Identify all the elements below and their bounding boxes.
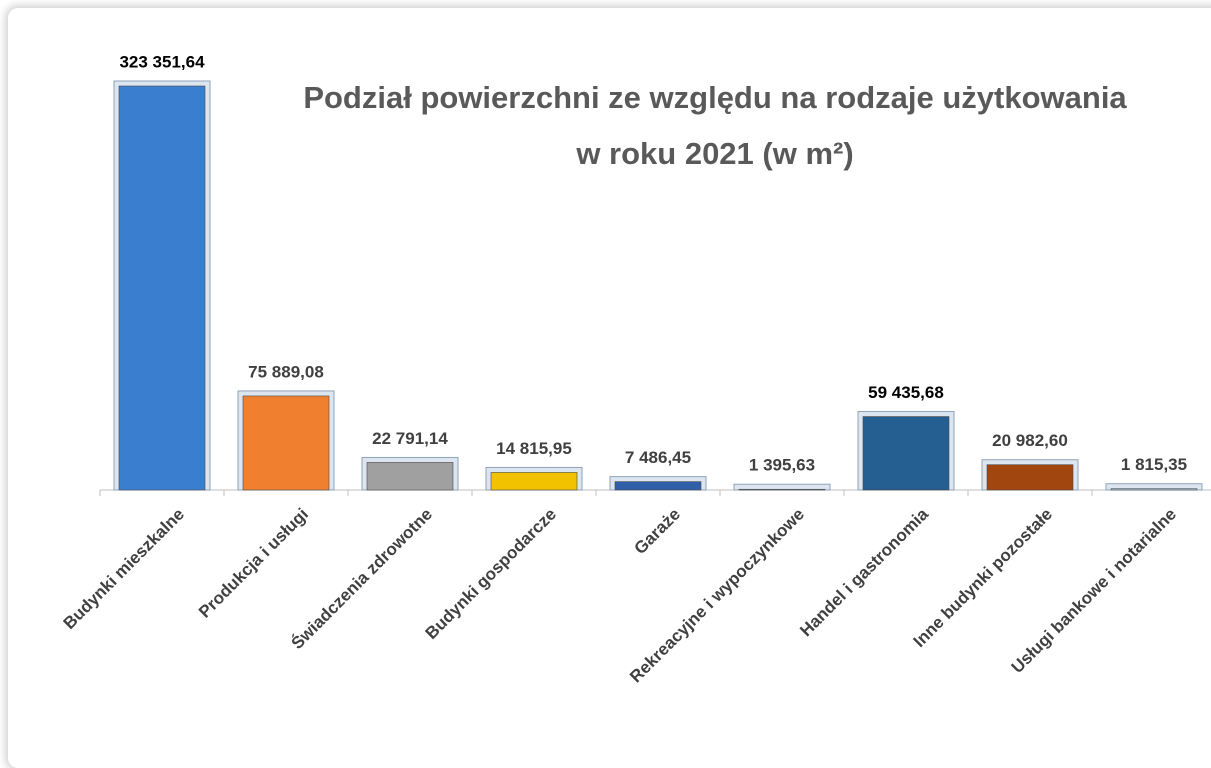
- x-tick-label: Produkcja i usługi: [195, 505, 312, 622]
- value-label: 22 791,14: [372, 429, 448, 448]
- x-tick-label: Garaże: [630, 505, 684, 559]
- x-tick-label: Handel i gastronomia: [796, 504, 932, 640]
- value-label: 1 815,35: [1121, 455, 1187, 474]
- x-tick-label: Świadczenia zdrowotne: [288, 505, 436, 653]
- value-label: 323 351,64: [119, 52, 205, 71]
- value-label: 20 982,60: [992, 431, 1068, 450]
- bar: [614, 481, 702, 491]
- bar: [738, 488, 826, 491]
- value-label: 7 486,45: [625, 448, 691, 467]
- chart-title: Podział powierzchni ze względu na rodzaj…: [303, 80, 1127, 115]
- bar: [366, 462, 454, 491]
- value-label: 14 815,95: [496, 439, 572, 458]
- value-label: 75 889,08: [248, 362, 324, 381]
- chart: Podział powierzchni ze względu na rodzaj…: [60, 52, 1211, 686]
- bar: [490, 472, 578, 491]
- bar: [1110, 488, 1198, 491]
- chart-title: w roku 2021 (w m²): [575, 136, 853, 171]
- page: {"chart_data": {"type": "bar", "title": …: [59, 52, 1211, 687]
- bar: [986, 464, 1074, 491]
- bar: [242, 395, 330, 491]
- bar: [118, 85, 206, 491]
- value-label: 59 435,68: [868, 383, 944, 402]
- value-label: 1 395,63: [749, 456, 815, 475]
- bar: [862, 416, 950, 491]
- x-tick-label: Budynki gospodarcze: [422, 505, 560, 643]
- x-tick-label: Budynki mieszkalne: [60, 505, 188, 633]
- x-tick-label: Inne budynki pozostałe: [910, 505, 1056, 651]
